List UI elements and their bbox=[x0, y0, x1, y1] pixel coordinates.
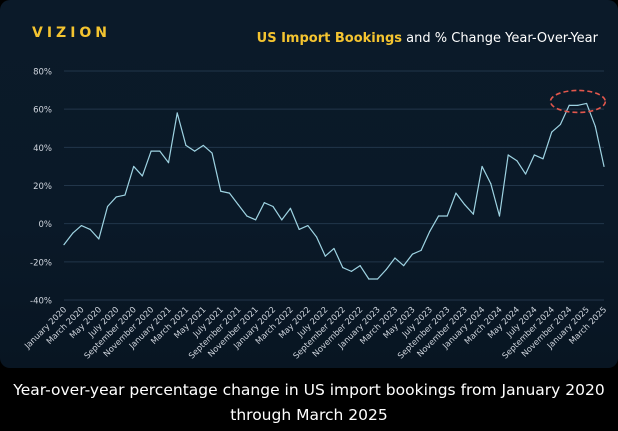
data-point bbox=[577, 104, 579, 106]
data-point bbox=[150, 150, 152, 152]
data-point bbox=[272, 205, 274, 208]
data-point bbox=[551, 131, 553, 133]
y-tick-label: 40% bbox=[33, 144, 52, 154]
data-point bbox=[490, 182, 492, 185]
data-point bbox=[167, 162, 170, 164]
data-point bbox=[376, 278, 379, 280]
data-point bbox=[446, 215, 448, 217]
vizion-logo: VIZION bbox=[32, 25, 111, 41]
data-point bbox=[141, 175, 143, 177]
y-tick-label: 80% bbox=[33, 68, 52, 78]
data-point bbox=[342, 266, 344, 269]
data-point bbox=[437, 215, 440, 217]
caption: Year-over-year percentage change in US i… bbox=[13, 381, 605, 424]
highlight-ellipse bbox=[549, 89, 607, 114]
y-tick-label: 20% bbox=[33, 182, 52, 192]
data-point bbox=[516, 160, 518, 162]
data-point bbox=[385, 268, 387, 271]
data-point bbox=[307, 224, 309, 227]
data-point bbox=[72, 232, 74, 234]
data-point bbox=[133, 165, 135, 168]
data-point bbox=[194, 150, 196, 152]
data-point bbox=[89, 228, 91, 230]
data-point bbox=[359, 265, 361, 267]
data-point bbox=[185, 144, 187, 147]
data-point bbox=[594, 125, 596, 127]
data-point bbox=[159, 150, 161, 152]
line-chart: VIZION US Import Bookings and % Change Y… bbox=[22, 25, 609, 361]
data-point bbox=[220, 190, 222, 192]
annotations bbox=[549, 89, 607, 114]
data-point bbox=[333, 247, 335, 250]
grid bbox=[64, 70, 604, 301]
data-point bbox=[124, 194, 126, 196]
data-point bbox=[420, 249, 422, 251]
data-point bbox=[202, 144, 204, 147]
data-point bbox=[603, 165, 605, 168]
data-point bbox=[246, 215, 248, 217]
data-point bbox=[507, 154, 509, 156]
data-point bbox=[63, 244, 65, 246]
y-axis: -40% -20% 0% 20% 40% 60% 80% bbox=[30, 68, 52, 307]
data-point bbox=[559, 123, 562, 126]
data-point bbox=[324, 255, 326, 257]
data-point bbox=[568, 104, 570, 106]
data-point bbox=[411, 253, 413, 255]
data-point bbox=[350, 270, 353, 272]
series bbox=[63, 102, 605, 280]
data-point bbox=[98, 238, 100, 240]
data-point bbox=[429, 230, 431, 232]
data-point bbox=[211, 152, 213, 154]
y-tick-label: -40% bbox=[30, 297, 52, 307]
data-point bbox=[281, 219, 283, 221]
data-point bbox=[525, 173, 527, 175]
series-line bbox=[63, 102, 605, 280]
data-point bbox=[176, 112, 178, 114]
chart-panel bbox=[0, 0, 618, 368]
data-point bbox=[237, 203, 239, 206]
data-point bbox=[298, 228, 300, 230]
y-tick-label: 60% bbox=[33, 106, 52, 116]
data-point bbox=[464, 203, 466, 206]
data-point bbox=[80, 224, 83, 227]
data-point bbox=[585, 102, 588, 105]
data-point bbox=[542, 158, 544, 160]
data-point bbox=[455, 192, 457, 194]
y-tick-label: 0% bbox=[39, 220, 53, 230]
data-point bbox=[533, 154, 535, 156]
chart-title-rest: and % Change Year-Over-Year bbox=[402, 31, 599, 46]
data-point bbox=[481, 165, 483, 168]
y-tick-label: -20% bbox=[30, 258, 52, 268]
data-point bbox=[394, 257, 396, 259]
data-point bbox=[368, 278, 370, 280]
chart-title: US Import Bookings and % Change Year-Ove… bbox=[257, 31, 599, 46]
data-point bbox=[106, 205, 109, 208]
data-point bbox=[263, 202, 265, 204]
data-point bbox=[498, 215, 501, 217]
data-point bbox=[472, 213, 474, 215]
data-point bbox=[228, 192, 231, 194]
data-point bbox=[315, 236, 318, 238]
chart-title-highlight: US Import Bookings bbox=[257, 31, 403, 46]
data-point bbox=[255, 219, 257, 221]
data-point bbox=[115, 196, 117, 198]
data-point bbox=[403, 265, 405, 267]
data-point bbox=[289, 207, 292, 209]
